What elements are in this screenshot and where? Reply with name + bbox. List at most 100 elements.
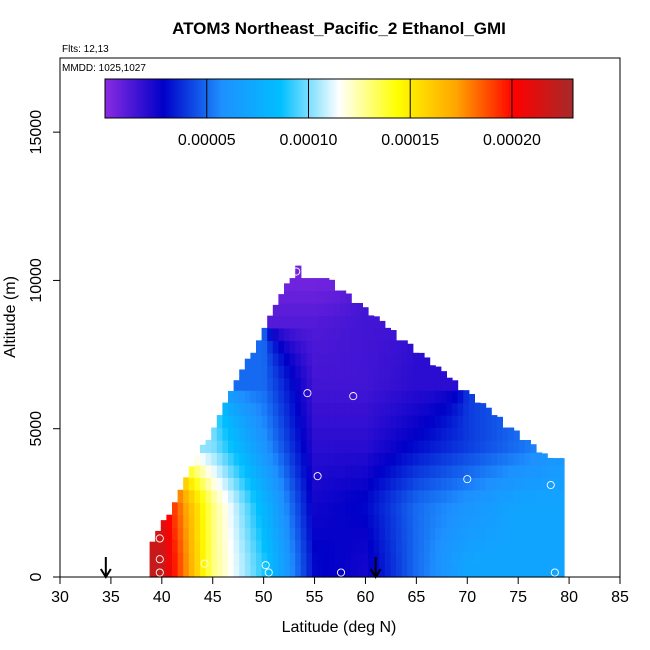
heatmap-cell [312,452,319,466]
heatmap-cell [256,390,263,404]
heatmap-cell [508,502,515,516]
heatmap-cell [284,552,291,566]
heatmap-cell [312,527,319,541]
heatmap-cell [323,415,330,429]
heatmap-cell [188,552,195,566]
heatmap-cell [267,464,274,478]
heatmap-cell [463,415,470,429]
heatmap-cell [468,489,475,503]
heatmap-cell [429,552,436,566]
heatmap-cell [216,564,223,578]
heatmap-cell [485,552,492,566]
heatmap-cell [379,390,386,404]
heatmap-cell [300,427,307,441]
heatmap-cell [317,564,324,578]
heatmap-cell [267,427,274,441]
heatmap-cell [261,489,268,503]
heatmap-cell [267,377,274,391]
heatmap-cell [368,527,375,541]
heatmap-cell [284,340,291,354]
heatmap-cell [278,539,285,553]
heatmap-cell [261,377,268,391]
heatmap-cell [463,402,470,416]
heatmap-cell [418,427,425,441]
heatmap-cell [160,552,167,566]
heatmap-cell [351,514,358,528]
heatmap-cell [228,489,235,503]
heatmap-cell [306,502,313,516]
heatmap-cell [502,439,509,454]
heatmap-cell [530,502,537,516]
heatmap-cell [323,477,330,491]
heatmap-cell [312,377,319,391]
heatmap-cell [300,290,307,304]
heatmap-cell [256,340,263,354]
heatmap-cell [272,390,279,404]
heatmap-cell [485,514,492,528]
heatmap-cell [233,527,240,541]
heatmap-cell [267,340,274,354]
heatmap-cell [407,427,414,441]
heatmap-cell [244,489,251,503]
heatmap-cell [300,352,307,366]
heatmap-cell [250,564,257,578]
heatmap-cell [328,327,335,341]
heatmap-cell [295,352,302,366]
heatmap-cell [412,527,419,541]
heatmap-cell [468,393,475,404]
mmdd-text: MMDD: 1025,1027 [62,63,146,74]
heatmap-cell [474,514,481,528]
heatmap-cell [317,365,324,379]
heatmap-cell [351,315,358,329]
heatmap-cell [547,477,554,491]
heatmap-cell [183,527,190,541]
heatmap-cell [295,464,302,478]
heatmap-cell [412,390,419,404]
heatmap-cell [480,452,487,466]
x-tick-label: 40 [153,589,171,606]
heatmap-cell [205,477,212,491]
heatmap-cell [306,278,313,292]
heatmap-cell [429,539,436,553]
heatmap-cell [256,527,263,541]
heatmap-cell [390,527,397,541]
heatmap-cell [452,464,459,478]
heatmap-cell [166,514,173,528]
heatmap-cell [312,327,319,341]
heatmap-cell [384,352,391,366]
heatmap-cell [351,327,358,341]
heatmap-cell [328,514,335,528]
heatmap-cell [306,327,313,341]
heatmap-cell [272,402,279,416]
y-axis-label: Altitude (m) [2,276,19,358]
heatmap-cell [558,514,565,528]
heatmap-cell [362,377,369,391]
heatmap-cell [194,464,201,478]
heatmap-cell [289,390,296,404]
heatmap-cell [468,415,475,429]
heatmap-cell [256,489,263,503]
heatmap-cell [345,464,352,478]
heatmap-cell [373,502,380,516]
heatmap-cell [239,477,246,491]
heatmap-cell [272,552,279,566]
heatmap-cell [536,464,543,478]
heatmap-cell [345,552,352,566]
heatmap-cell [312,415,319,429]
heatmap-cell [356,489,363,503]
heatmap-cell [244,452,251,466]
heatmap-cell [300,439,307,454]
heatmap-cell [463,427,470,441]
heatmap-cell [496,502,503,516]
heatmap-cell [228,415,235,429]
heatmap-cell [267,439,274,454]
heatmap-cell [384,427,391,441]
heatmap-cell [284,427,291,441]
heatmap-cell [250,365,257,379]
heatmap-cell [211,552,218,566]
heatmap-cell [474,477,481,491]
heatmap-cell [379,365,386,379]
heatmap-cell [373,452,380,466]
heatmap-cell [267,327,274,341]
heatmap-cell [468,502,475,516]
